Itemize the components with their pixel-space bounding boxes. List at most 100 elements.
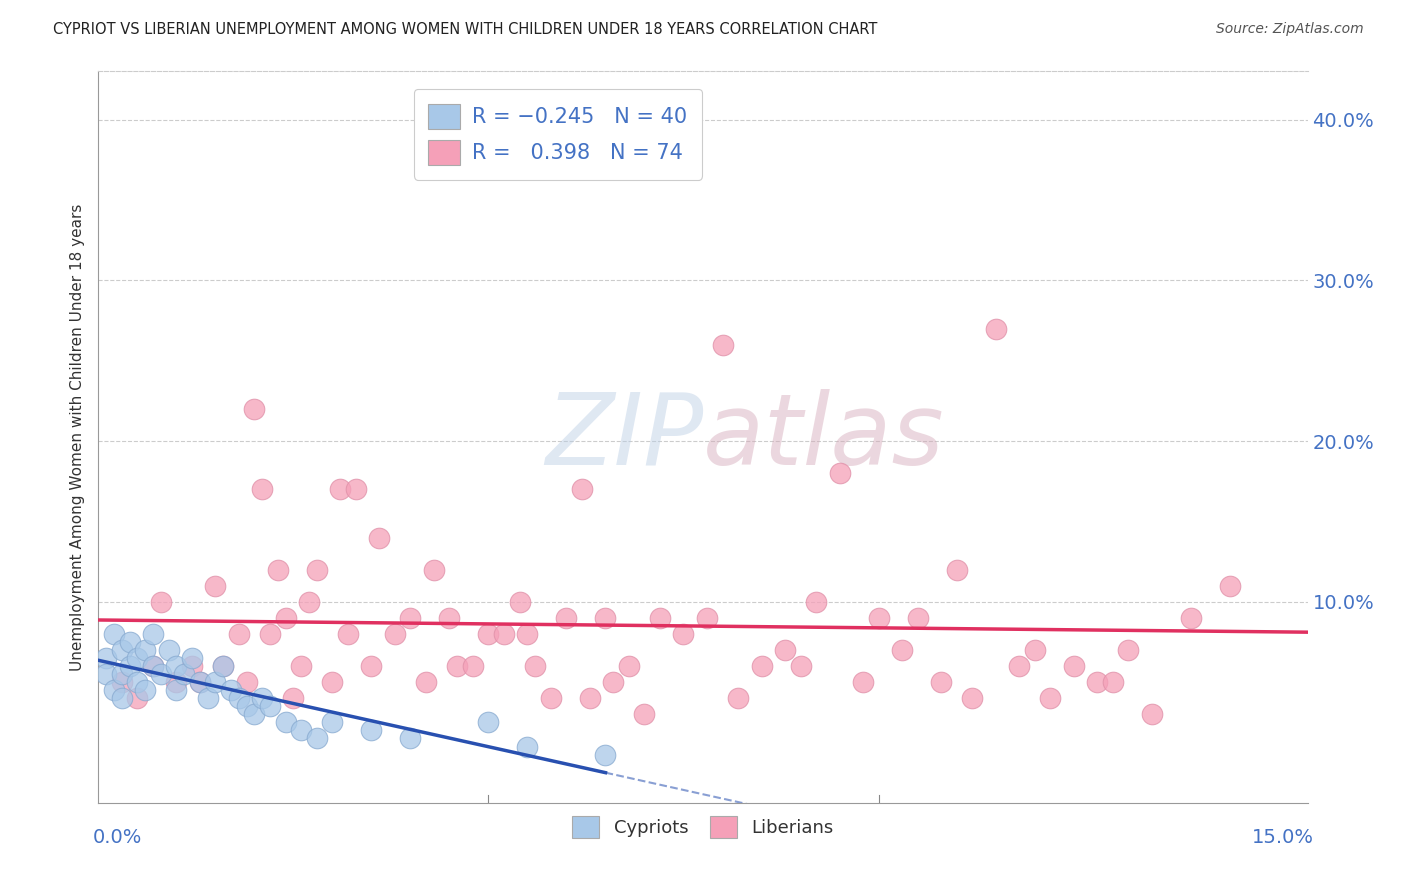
Point bbox=[127, 675, 149, 690]
Legend: Cypriots, Liberians: Cypriots, Liberians bbox=[565, 808, 841, 845]
Text: atlas: atlas bbox=[703, 389, 945, 485]
Point bbox=[1180, 611, 1202, 625]
Point bbox=[477, 627, 499, 641]
Point bbox=[267, 563, 290, 577]
Point bbox=[1101, 675, 1123, 690]
Point bbox=[165, 659, 187, 673]
Point bbox=[494, 627, 516, 641]
Point bbox=[828, 467, 851, 481]
Point bbox=[868, 611, 890, 625]
Point bbox=[134, 683, 156, 698]
Point bbox=[984, 321, 1007, 335]
Point bbox=[672, 627, 695, 641]
Point bbox=[516, 739, 538, 754]
Point bbox=[1219, 579, 1241, 593]
Point bbox=[204, 675, 226, 690]
Point bbox=[555, 611, 578, 625]
Point bbox=[243, 707, 266, 722]
Point bbox=[1116, 643, 1139, 657]
Point bbox=[399, 731, 422, 746]
Point bbox=[360, 723, 382, 738]
Text: Source: ZipAtlas.com: Source: ZipAtlas.com bbox=[1216, 22, 1364, 37]
Point bbox=[446, 659, 468, 673]
Point bbox=[252, 691, 274, 706]
Point bbox=[960, 691, 983, 706]
Text: 0.0%: 0.0% bbox=[93, 829, 142, 847]
Point bbox=[212, 659, 235, 673]
Point bbox=[1085, 675, 1108, 690]
Text: 15.0%: 15.0% bbox=[1251, 829, 1313, 847]
Point bbox=[142, 659, 165, 673]
Point bbox=[696, 611, 718, 625]
Point bbox=[188, 675, 211, 690]
Point bbox=[118, 635, 141, 649]
Point bbox=[516, 627, 538, 641]
Point bbox=[648, 611, 671, 625]
Point bbox=[804, 595, 827, 609]
Point bbox=[524, 659, 547, 673]
Point bbox=[142, 627, 165, 641]
Point bbox=[617, 659, 640, 673]
Point bbox=[305, 563, 328, 577]
Point bbox=[907, 611, 929, 625]
Point bbox=[890, 643, 912, 657]
Point bbox=[103, 683, 125, 698]
Point bbox=[283, 691, 305, 706]
Point bbox=[149, 595, 172, 609]
Point bbox=[477, 715, 499, 730]
Point bbox=[321, 675, 343, 690]
Point bbox=[127, 691, 149, 706]
Point bbox=[298, 595, 321, 609]
Point bbox=[259, 627, 281, 641]
Point bbox=[111, 691, 134, 706]
Point bbox=[149, 667, 172, 681]
Point bbox=[789, 659, 811, 673]
Point bbox=[134, 643, 156, 657]
Point bbox=[127, 651, 149, 665]
Point bbox=[173, 667, 195, 681]
Point bbox=[274, 715, 297, 730]
Point bbox=[423, 563, 446, 577]
Point bbox=[415, 675, 437, 690]
Point bbox=[290, 723, 312, 738]
Point bbox=[212, 659, 235, 673]
Point bbox=[103, 627, 125, 641]
Point bbox=[165, 675, 187, 690]
Point bbox=[96, 651, 118, 665]
Point bbox=[1008, 659, 1031, 673]
Point bbox=[945, 563, 967, 577]
Point bbox=[344, 483, 367, 497]
Point bbox=[602, 675, 624, 690]
Point bbox=[595, 747, 617, 762]
Point bbox=[773, 643, 796, 657]
Point bbox=[197, 691, 219, 706]
Point bbox=[181, 651, 204, 665]
Text: CYPRIOT VS LIBERIAN UNEMPLOYMENT AMONG WOMEN WITH CHILDREN UNDER 18 YEARS CORREL: CYPRIOT VS LIBERIAN UNEMPLOYMENT AMONG W… bbox=[53, 22, 877, 37]
Point bbox=[711, 337, 734, 351]
Point bbox=[274, 611, 297, 625]
Point bbox=[228, 627, 250, 641]
Text: ZIP: ZIP bbox=[544, 389, 703, 485]
Point bbox=[571, 483, 593, 497]
Point bbox=[852, 675, 875, 690]
Point bbox=[111, 643, 134, 657]
Point bbox=[509, 595, 531, 609]
Point bbox=[1140, 707, 1163, 722]
Point bbox=[1024, 643, 1046, 657]
Point bbox=[595, 611, 617, 625]
Point bbox=[360, 659, 382, 673]
Point bbox=[384, 627, 406, 641]
Point bbox=[157, 643, 180, 657]
Point bbox=[579, 691, 602, 706]
Point bbox=[329, 483, 352, 497]
Point bbox=[181, 659, 204, 673]
Point bbox=[929, 675, 952, 690]
Point bbox=[235, 675, 257, 690]
Point bbox=[290, 659, 312, 673]
Point bbox=[540, 691, 562, 706]
Point bbox=[439, 611, 461, 625]
Point bbox=[243, 401, 266, 416]
Point bbox=[633, 707, 655, 722]
Point bbox=[165, 683, 187, 698]
Point bbox=[727, 691, 749, 706]
